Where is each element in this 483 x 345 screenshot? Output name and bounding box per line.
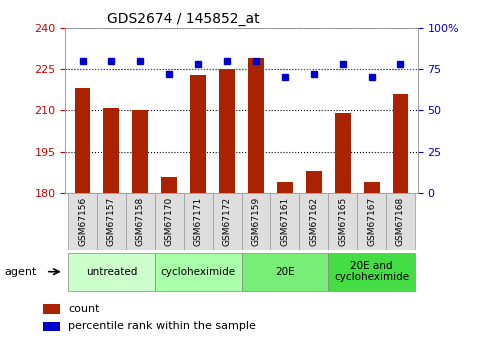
Text: untreated: untreated (86, 267, 137, 277)
Text: percentile rank within the sample: percentile rank within the sample (69, 322, 256, 331)
Bar (364, 182, 380, 193)
Bar (43, 322, 60, 331)
FancyBboxPatch shape (155, 193, 184, 250)
Text: GSM67158: GSM67158 (136, 197, 145, 246)
Text: 20E: 20E (275, 267, 295, 277)
FancyBboxPatch shape (242, 253, 328, 291)
Text: GSM67159: GSM67159 (252, 197, 260, 246)
Text: GSM67157: GSM67157 (107, 197, 116, 246)
FancyBboxPatch shape (386, 193, 415, 250)
Bar (190, 75, 206, 193)
Text: GSM67171: GSM67171 (194, 197, 203, 246)
Bar (103, 108, 119, 193)
FancyBboxPatch shape (97, 193, 126, 250)
FancyBboxPatch shape (270, 193, 299, 250)
Bar (335, 113, 351, 193)
FancyBboxPatch shape (299, 193, 328, 250)
FancyBboxPatch shape (242, 193, 270, 250)
FancyBboxPatch shape (357, 193, 386, 250)
FancyBboxPatch shape (68, 253, 155, 291)
Bar (306, 171, 322, 193)
Text: GSM67161: GSM67161 (280, 197, 289, 246)
Text: GSM67170: GSM67170 (165, 197, 174, 246)
Text: GSM67168: GSM67168 (396, 197, 405, 246)
Bar (43, 304, 60, 314)
Bar (74, 88, 90, 193)
Bar (132, 110, 148, 193)
Text: GSM67172: GSM67172 (223, 197, 231, 246)
Bar (161, 177, 177, 193)
Text: agent: agent (5, 267, 37, 277)
Text: GSM67165: GSM67165 (338, 197, 347, 246)
Bar (248, 58, 264, 193)
FancyBboxPatch shape (68, 193, 97, 250)
Text: 20E and
cycloheximide: 20E and cycloheximide (334, 261, 409, 283)
Bar (219, 69, 235, 193)
Bar (393, 94, 409, 193)
FancyBboxPatch shape (213, 193, 242, 250)
FancyBboxPatch shape (184, 193, 213, 250)
FancyBboxPatch shape (155, 253, 242, 291)
Bar (277, 182, 293, 193)
Text: GSM67156: GSM67156 (78, 197, 87, 246)
Text: GDS2674 / 145852_at: GDS2674 / 145852_at (107, 12, 260, 26)
Text: GSM67167: GSM67167 (367, 197, 376, 246)
Text: GSM67162: GSM67162 (309, 197, 318, 246)
FancyBboxPatch shape (328, 253, 415, 291)
FancyBboxPatch shape (126, 193, 155, 250)
FancyBboxPatch shape (328, 193, 357, 250)
Text: cycloheximide: cycloheximide (160, 267, 236, 277)
Text: count: count (69, 304, 100, 314)
